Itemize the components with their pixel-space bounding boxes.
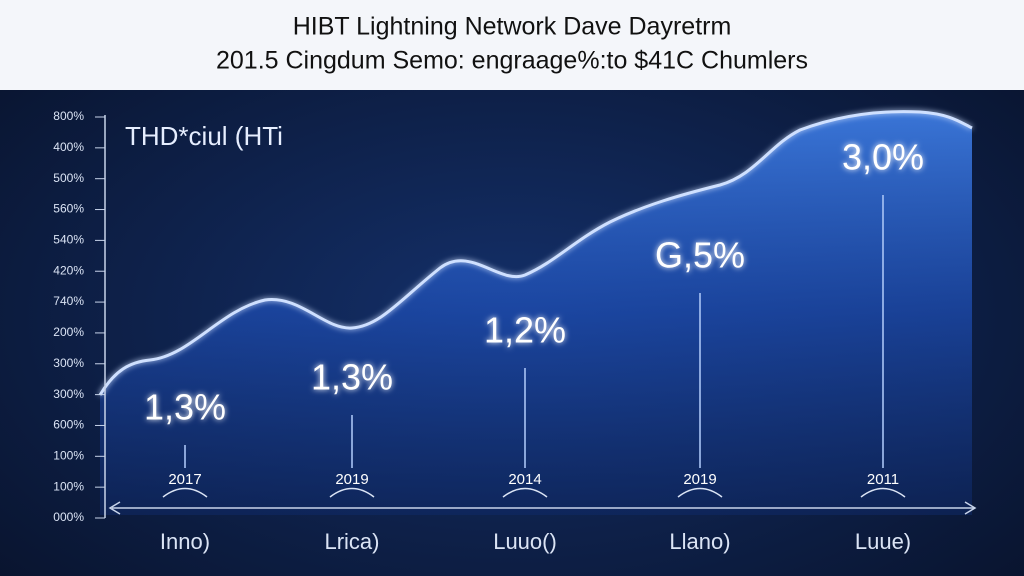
year-bracket: [860, 487, 906, 498]
value-label: 1,3%: [311, 357, 393, 398]
year-bracket: [162, 487, 208, 498]
panel-label: THD*ciul (HTi: [125, 121, 283, 151]
axis-arrows: [108, 501, 977, 515]
y-axis-label: 100%: [53, 479, 84, 493]
y-axis-label: 420%: [53, 263, 84, 277]
y-axis-label: 000%: [53, 510, 84, 524]
category-label: Llano): [669, 529, 730, 554]
year-label: 2017: [168, 471, 201, 488]
chart-subtitle: 201.5 Cingdum Semo: engraage%:to $41C Ch…: [216, 47, 808, 75]
value-label: 1,3%: [144, 387, 226, 428]
value-label: G,5%: [655, 235, 745, 276]
chart-title: HIBT Lightning Network Dave Dayretrm: [293, 13, 732, 41]
category-label: Luue): [855, 529, 911, 554]
y-axis-label: 300%: [53, 387, 84, 401]
title-band: [0, 0, 1024, 90]
y-axis-label: 600%: [53, 418, 84, 432]
year-bracket: [677, 487, 723, 498]
year-bracket: [502, 487, 548, 498]
value-label: 3,0%: [842, 137, 924, 178]
year-label: 2019: [683, 471, 716, 488]
y-axis-label: 540%: [53, 233, 84, 247]
y-axis-label: 300%: [53, 356, 84, 370]
year-bracket: [329, 487, 375, 498]
y-axis-label: 740%: [53, 294, 84, 308]
y-axis-label: 100%: [53, 448, 84, 462]
y-axis-label: 500%: [53, 171, 84, 185]
y-axis-label: 800%: [53, 109, 84, 123]
value-label: 1,2%: [484, 310, 566, 351]
y-axis-label: 200%: [53, 325, 84, 339]
category-label: Lrica): [324, 529, 379, 554]
year-label: 2011: [867, 471, 899, 488]
y-axis-label: 560%: [53, 202, 84, 216]
area: [100, 111, 972, 515]
area-outline: [98, 110, 973, 396]
year-label: 2014: [508, 471, 541, 488]
y-axis-label: 400%: [53, 140, 84, 154]
category-label: Luuo(): [493, 529, 557, 554]
year-label: 2019: [335, 471, 368, 488]
category-label: Inno): [160, 529, 210, 554]
